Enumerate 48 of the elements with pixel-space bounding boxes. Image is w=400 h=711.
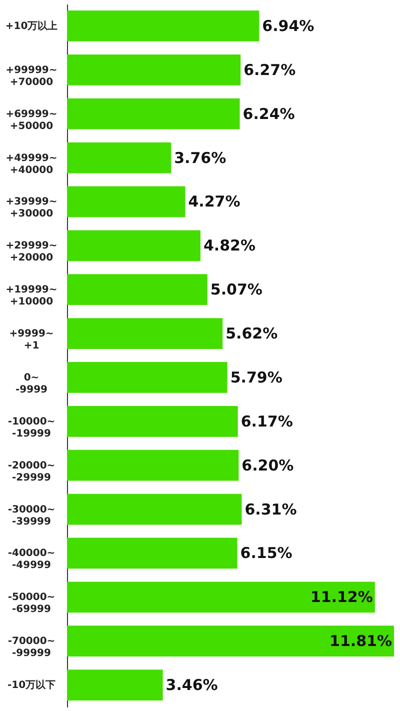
y-tick-label: -70000~-99999	[8, 636, 56, 660]
y-tick-label: +99999~+70000	[6, 64, 58, 88]
data-label: 6.27%	[244, 60, 296, 79]
y-tick-label: -20000~-29999	[8, 460, 56, 484]
y-tick-label: -30000~-39999	[8, 504, 56, 528]
bar	[67, 54, 241, 86]
data-label: 11.81%	[330, 632, 392, 650]
data-label: 3.46%	[166, 676, 218, 694]
data-label: 5.79%	[230, 368, 282, 386]
data-label: 6.17%	[240, 412, 293, 430]
data-label: 11.12%	[310, 588, 373, 606]
y-tick-label: +19999~+10000	[6, 284, 58, 308]
y-tick-label: +69999~+50000	[6, 108, 58, 132]
bar	[67, 274, 208, 306]
data-label: 5.62%	[226, 324, 278, 343]
data-label: 6.31%	[244, 500, 297, 518]
data-label: 5.07%	[210, 280, 262, 299]
bar	[67, 142, 172, 174]
data-label: 4.27%	[188, 192, 240, 211]
bar	[67, 494, 242, 525]
bar	[67, 582, 375, 613]
bar	[67, 538, 238, 569]
y-tick-label: +49999~+40000	[6, 152, 58, 176]
y-tick-label: -10000~-19999	[8, 416, 56, 440]
y-tick-label: +29999~+20000	[6, 240, 58, 264]
bar	[67, 186, 186, 218]
data-label: 6.24%	[242, 104, 295, 123]
data-label: 6.94%	[262, 16, 314, 35]
y-tick-label: 0~-9999	[16, 372, 48, 396]
data-label: 6.20%	[242, 456, 294, 474]
y-tick-label: +39999~+30000	[6, 196, 58, 220]
bar	[67, 10, 260, 42]
y-tick-label: -50000~-69999	[8, 592, 56, 616]
data-label: 3.76%	[174, 148, 226, 167]
bar	[67, 230, 200, 262]
y-tick-label: -40000~-49999	[8, 548, 56, 572]
bar	[67, 98, 240, 130]
y-tick-label: +9999~+1	[9, 328, 54, 352]
y-tick-label: -10万以下	[7, 679, 56, 692]
bar	[67, 626, 394, 657]
data-label: 6.15%	[240, 544, 292, 562]
data-label: 4.82%	[203, 236, 256, 255]
bar	[67, 406, 238, 437]
bar	[67, 670, 163, 700]
bar	[67, 362, 228, 393]
bar	[67, 318, 223, 349]
bar	[67, 450, 239, 481]
y-tick-label: +10万以上	[5, 20, 58, 32]
